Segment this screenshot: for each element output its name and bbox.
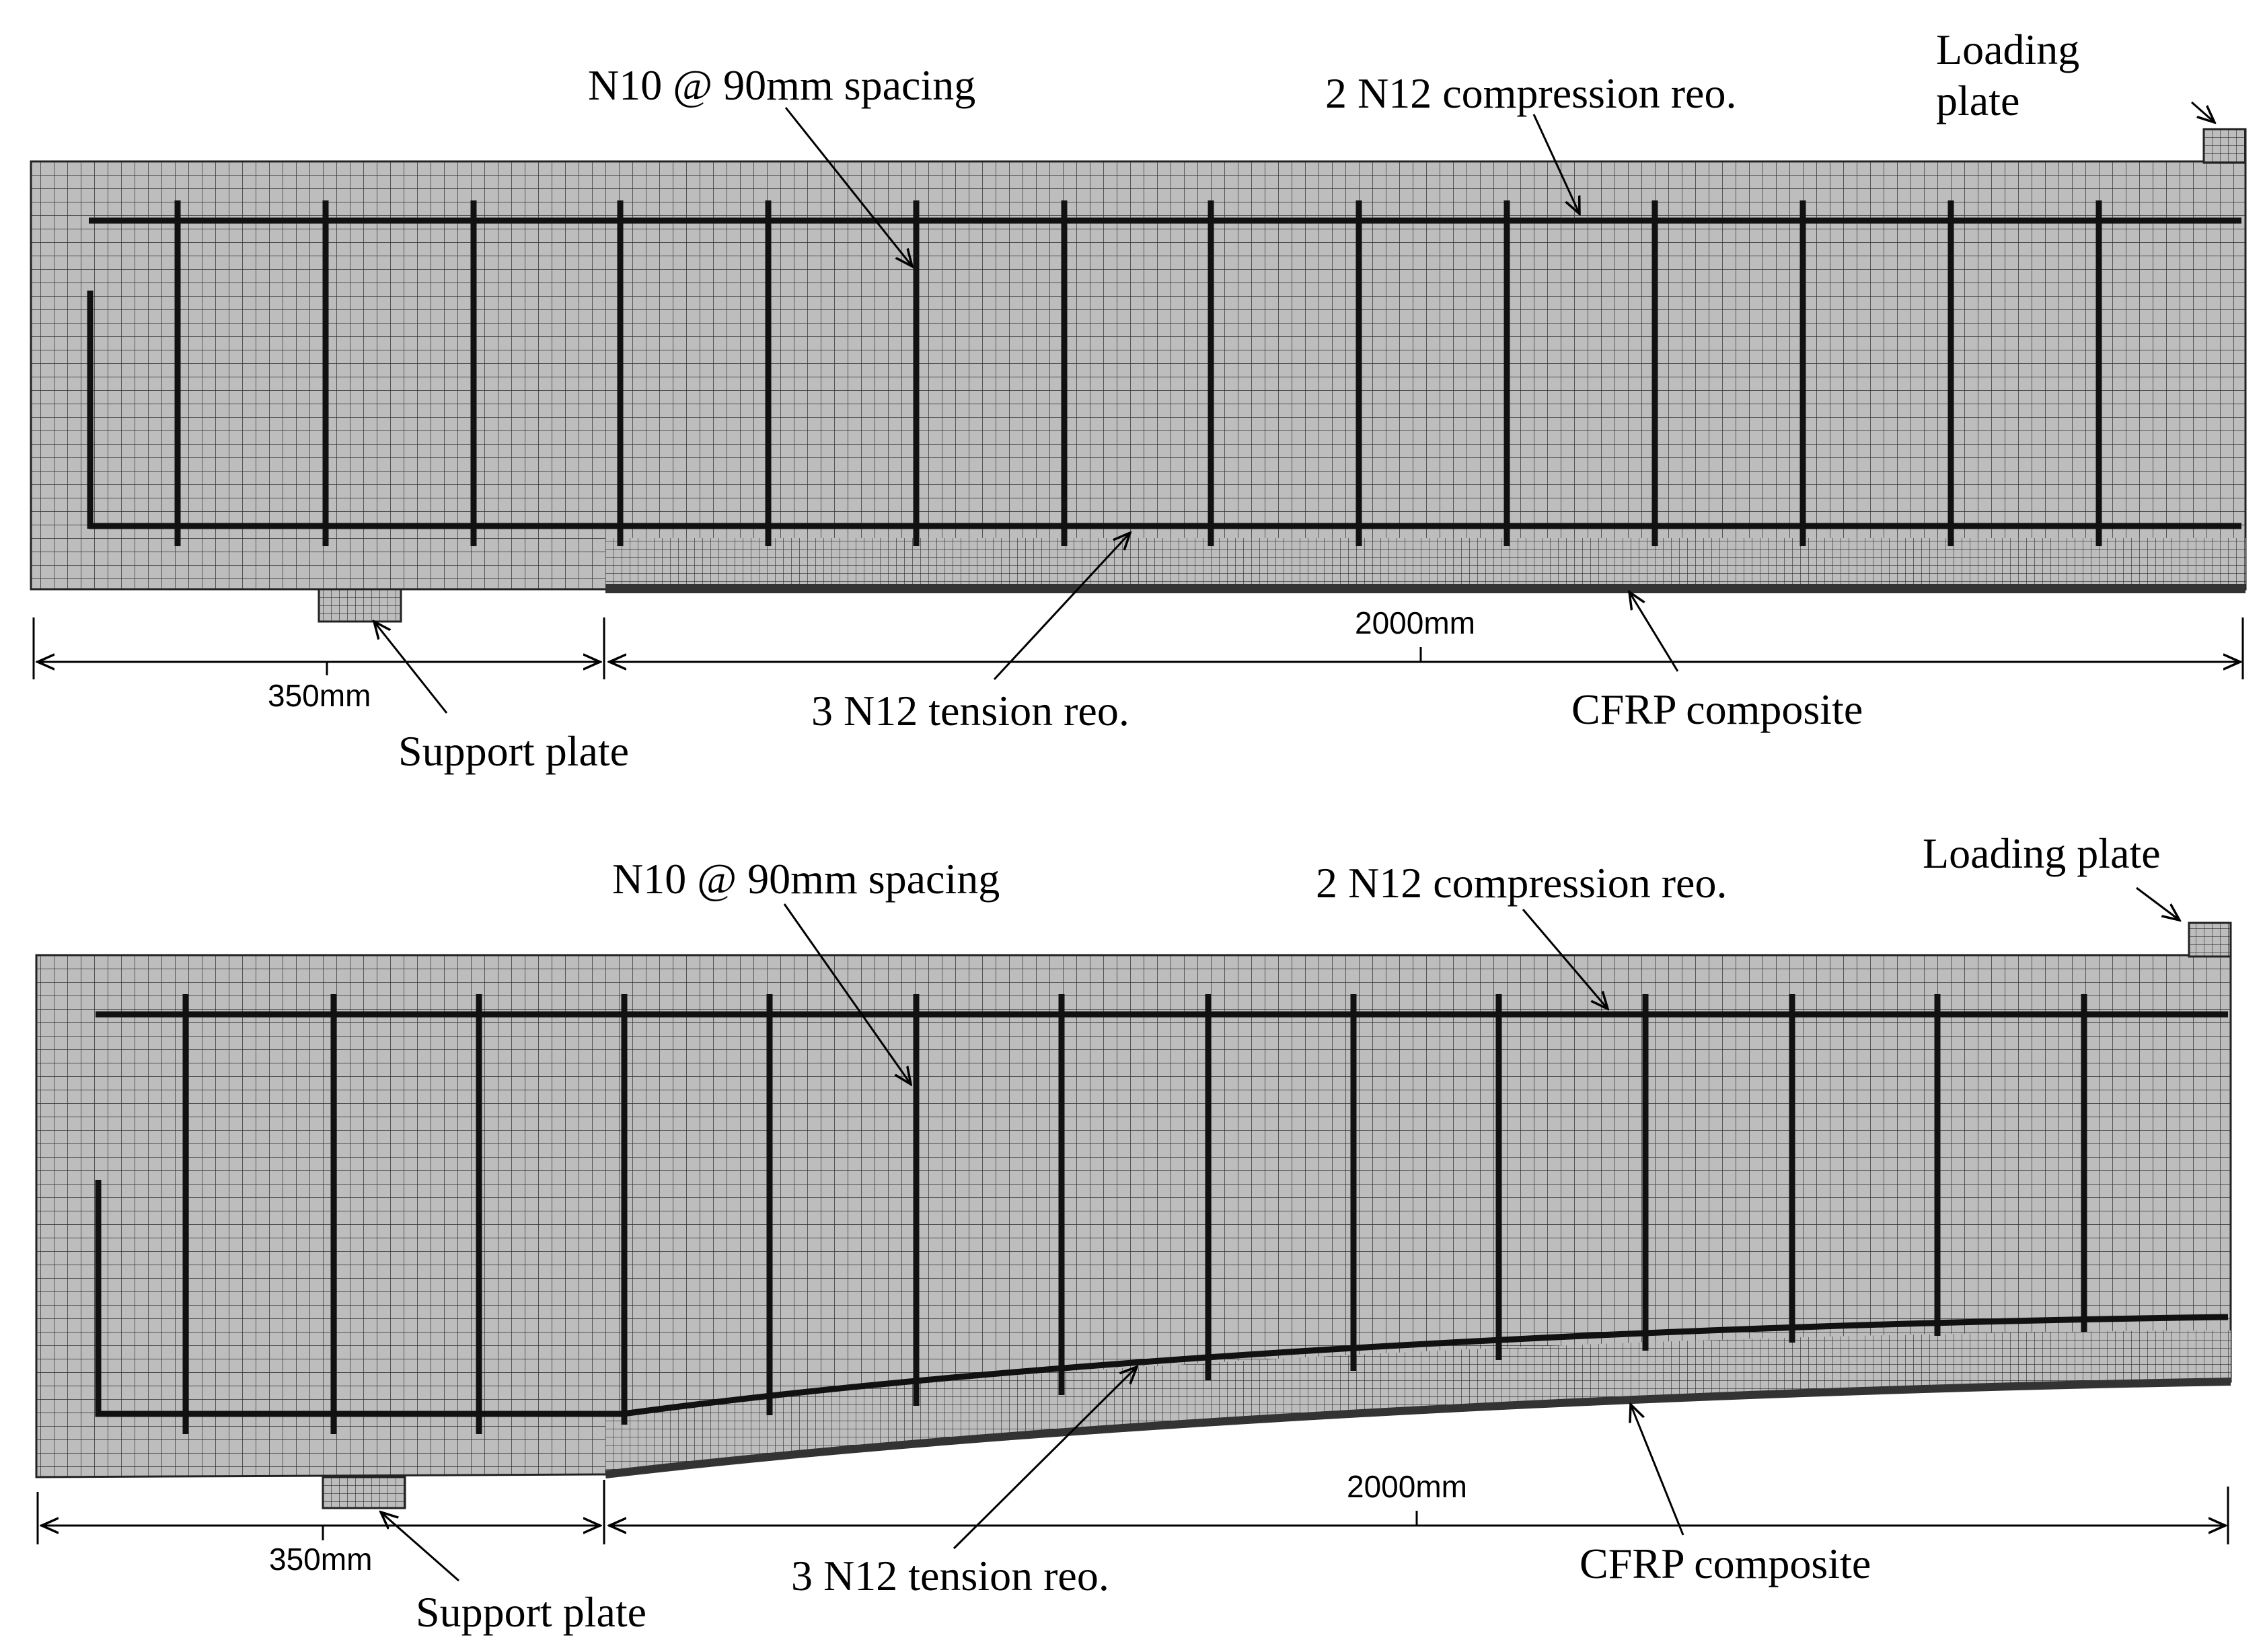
bottom-leader-compression [1522,909,1608,1009]
top-label-stirrups: N10 @ 90mm spacing [588,61,975,109]
bottom-support-plate [322,1476,406,1509]
bottom-label-tension: 3 N12 tension reo. [791,1552,1109,1600]
top-label-loading-text: Loading [1936,26,2079,73]
bottom-dimension-lines [36,1480,2229,1544]
bottom-leader-support [381,1512,459,1582]
bottom-label-support: Support plate [416,1588,646,1636]
top-leaders [374,101,2215,714]
top-stirrups [174,200,2102,546]
bottom-label-stirrups: N10 @ 90mm spacing [612,855,1000,903]
top-panel: N10 @ 90mm spacing 2 N12 compression reo… [30,26,2247,775]
top-leader-cfrp [1629,592,1679,672]
top-label-loading-text-line2: plate [1936,77,2019,124]
top-cfrp-strip [605,584,2245,593]
bottom-tension-bar [96,1314,2229,1417]
top-loading-plate [2202,128,2247,164]
bottom-dim-350: 350mm [269,1542,372,1577]
bottom-panel: N10 @ 90mm spacing 2 N12 compression reo… [35,829,2232,1636]
top-label-tension: 3 N12 tension reo. [811,687,1129,735]
bottom-cfrp-strip [605,1378,2231,1478]
bottom-leader-tension [953,1367,1137,1550]
top-dim-2000: 2000mm [1355,605,1475,640]
bottom-label-compression: 2 N12 compression reo. [1316,859,1727,907]
top-label-support: Support plate [398,727,629,775]
bottom-leader-stirrups [783,903,911,1084]
top-soffit-fine-mesh [605,538,2245,589]
bottom-soffit-fine-mesh [605,1330,2231,1474]
top-label-loading: Loading plate [1936,26,2090,124]
top-leader-stirrups [784,107,912,266]
bottom-label-cfrp: CFRP composite [1580,1540,1871,1587]
top-beam-concrete [30,160,2247,591]
top-dimension-lines [32,617,2244,679]
top-dim-350: 350mm [268,678,371,713]
bottom-loading-plate [2188,922,2232,958]
bottom-stirrups [182,994,2087,1434]
top-label-compression: 2 N12 compression reo. [1325,69,1736,117]
top-label-cfrp: CFRP composite [1571,685,1863,733]
top-support-plate [318,588,402,623]
bottom-leaders [381,887,2180,1582]
top-leader-support [374,622,448,714]
top-leader-tension [993,533,1130,681]
top-leader-loading [2191,101,2215,122]
bottom-leader-loading [2136,887,2180,920]
bottom-leader-cfrp [1631,1404,1684,1536]
bottom-dim-2000: 2000mm [1347,1469,1467,1504]
top-leader-compression [1532,114,1580,214]
bottom-label-loading: Loading plate [1923,829,2161,877]
